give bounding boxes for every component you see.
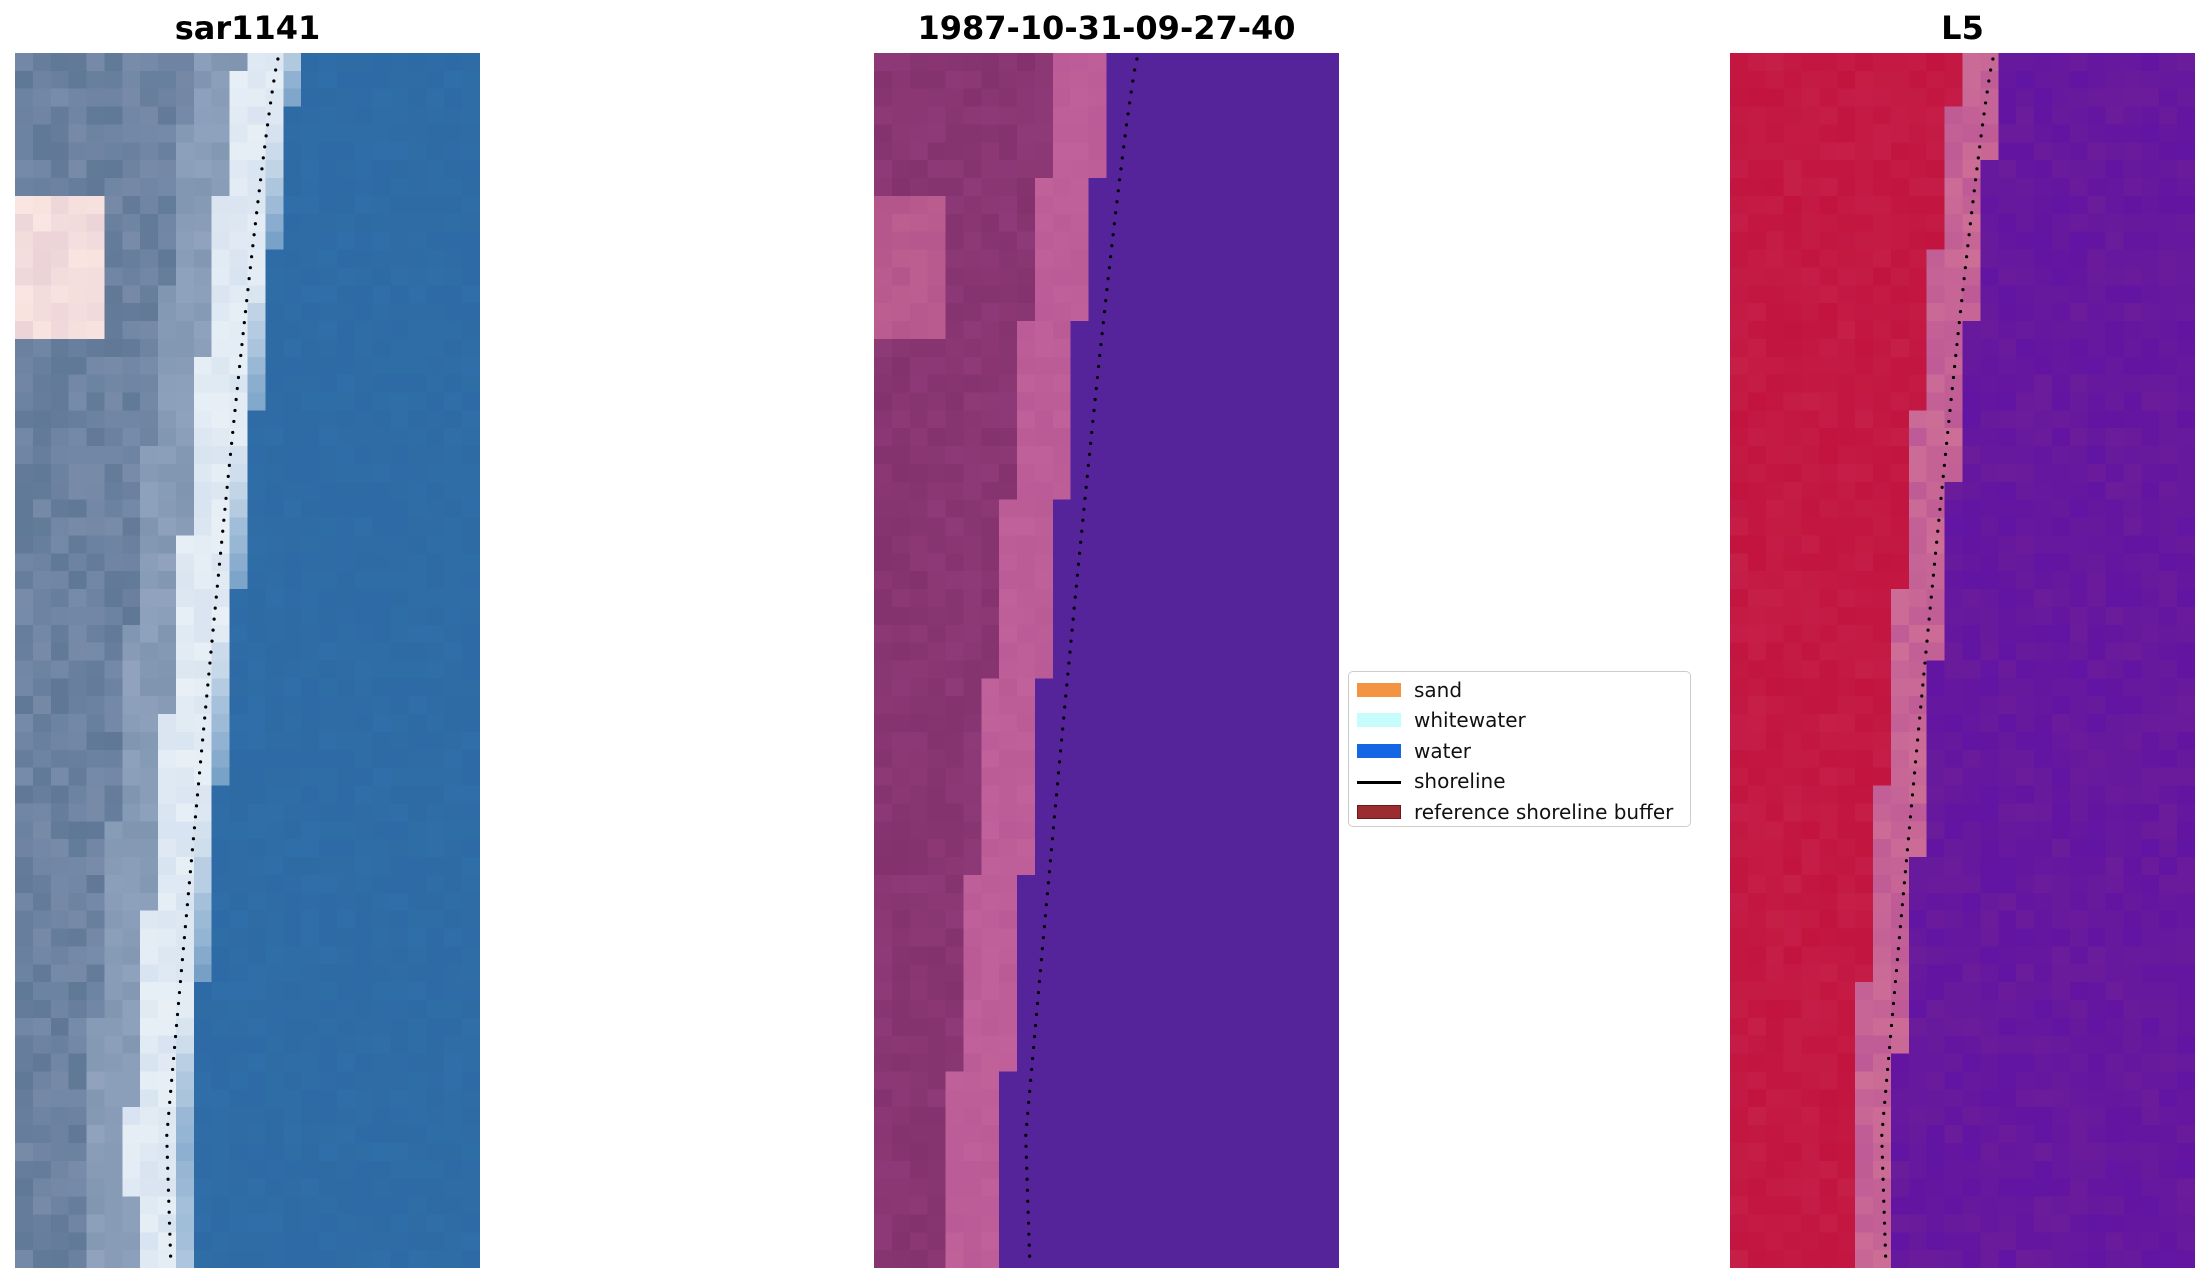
ndwi-image — [1730, 53, 2195, 1268]
reference-buffer-swatch — [1357, 804, 1401, 819]
shoreline-line-swatch — [1357, 781, 1401, 785]
shoreline-dots — [1880, 57, 1995, 1258]
panel-title-date: 1987-10-31-09-27-40 — [917, 9, 1296, 47]
classification-image — [874, 53, 1339, 1268]
rgb-image — [15, 53, 480, 1268]
rgb-image-panel — [15, 53, 480, 1268]
sand-swatch — [1357, 683, 1401, 697]
legend-item-water: water — [1349, 736, 1690, 766]
panel-title-rgb: sar1141 — [174, 9, 321, 47]
classification-image-panel — [874, 53, 1339, 1268]
panel-title-satellite: L5 — [1941, 9, 1984, 47]
water-swatch — [1357, 743, 1401, 758]
legend-item-reference-buffer: reference shoreline buffer — [1349, 797, 1690, 827]
legend-label-water: water — [1414, 738, 1471, 763]
ndwi-image-panel — [1730, 53, 2195, 1268]
legend-item-whitewater: whitewater — [1349, 705, 1690, 735]
legend-label-whitewater: whitewater — [1414, 708, 1526, 733]
legend-label-reference-buffer: reference shoreline buffer — [1414, 799, 1674, 824]
shoreline-dots — [1024, 57, 1139, 1258]
shoreline-dots — [165, 57, 280, 1258]
legend-label-sand: sand — [1414, 678, 1463, 702]
legend-label-shoreline: shoreline — [1414, 769, 1506, 794]
legend: sand whitewater water shoreline referenc… — [1348, 671, 1691, 827]
legend-item-sand: sand — [1349, 675, 1690, 705]
legend-item-shoreline: shoreline — [1349, 766, 1690, 796]
whitewater-swatch — [1357, 713, 1401, 728]
